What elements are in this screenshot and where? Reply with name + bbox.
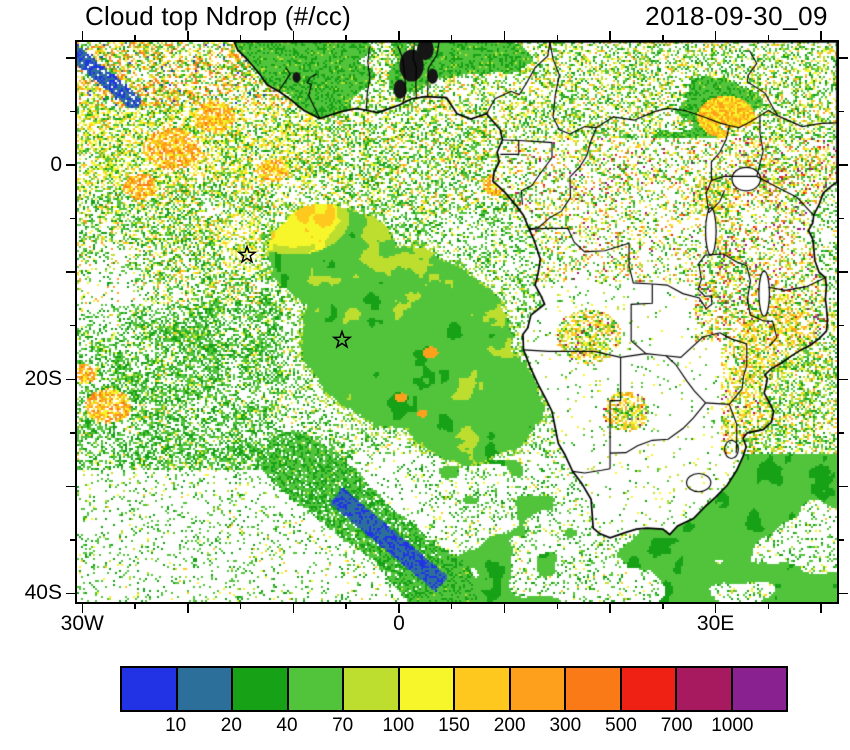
axis-tick	[66, 485, 75, 488]
axis-tick	[839, 271, 848, 273]
colorbar-cell	[566, 668, 622, 710]
axis-tick	[70, 324, 75, 327]
axis-tick	[70, 217, 75, 220]
axis-tick	[345, 604, 347, 609]
axis-tick	[66, 57, 75, 59]
axis-tick	[839, 485, 848, 488]
axis-tick	[662, 35, 664, 40]
station-star-marker	[236, 244, 258, 264]
colorbar-cell	[510, 668, 566, 710]
colorbar-cell	[344, 668, 400, 710]
colorbar-labels: 10 20 40 70 100 150 200 300 500 700 1000	[120, 715, 788, 739]
colorbar-cell	[677, 668, 733, 710]
axis-tick	[66, 271, 75, 273]
axis-tick	[134, 35, 136, 40]
map-canvas	[77, 42, 837, 602]
axis-tick	[839, 57, 848, 59]
axis-tick	[503, 604, 506, 613]
axis-tick	[398, 604, 400, 613]
x-tick-label: 30E	[696, 612, 735, 635]
axis-tick	[839, 539, 844, 541]
plot-timestamp: 2018-09-30_09	[645, 1, 828, 31]
axis-tick	[839, 217, 844, 220]
colorbar-cell	[177, 668, 233, 710]
colorbar-level-label: 40	[276, 715, 298, 736]
colorbar-level-label: 100	[382, 715, 415, 736]
axis-tick	[187, 31, 189, 40]
axis-tick	[66, 164, 75, 166]
x-tick-label: 30W	[60, 612, 104, 635]
axis-tick	[839, 164, 848, 166]
axis-tick	[187, 604, 189, 613]
x-tick-label: 0	[393, 612, 405, 635]
axis-tick	[556, 35, 559, 40]
axis-tick	[609, 604, 611, 613]
colorbar-cell	[288, 668, 344, 710]
axis-tick	[767, 35, 770, 40]
colorbar-level-label: 300	[549, 715, 582, 736]
colorbar-level-label: 70	[332, 715, 354, 736]
star-icon	[331, 328, 353, 349]
axis-tick	[820, 604, 822, 613]
axis-tick	[70, 110, 75, 113]
axis-tick	[66, 592, 75, 595]
y-tick-label: 0	[50, 153, 62, 177]
colorbar-cell	[732, 668, 786, 710]
axis-tick	[556, 604, 559, 609]
colorbar-level-label: 150	[438, 715, 470, 736]
axis-tick	[662, 604, 664, 609]
colorbar-level-label: 1000	[711, 715, 754, 736]
axis-tick	[839, 432, 844, 434]
axis-tick	[70, 539, 75, 541]
axis-tick	[398, 31, 400, 40]
colorbar-level-label: 500	[605, 715, 637, 736]
axis-tick	[239, 604, 242, 609]
axis-tick	[292, 31, 295, 40]
axis-tick	[450, 604, 453, 609]
colorbar-cell	[122, 668, 178, 710]
axis-tick	[714, 31, 717, 40]
axis-tick	[66, 378, 75, 381]
axis-tick	[134, 604, 136, 609]
axis-tick	[503, 31, 506, 40]
axis-tick	[70, 432, 75, 434]
axis-tick	[767, 604, 770, 609]
axis-tick	[450, 35, 453, 40]
axis-tick	[839, 110, 844, 113]
y-tick-label: 20S	[24, 367, 62, 391]
colorbar-level-label: 10	[165, 715, 187, 736]
axis-tick	[714, 604, 717, 613]
axis-tick	[839, 378, 848, 381]
colorbar-level-label: 700	[660, 715, 693, 736]
colorbar-level-label: 20	[220, 715, 242, 736]
map-frame	[75, 40, 839, 604]
colorbar-cell	[455, 668, 511, 710]
axis-tick	[820, 31, 822, 40]
colorbar-level-label: 200	[493, 715, 526, 736]
axis-tick	[839, 324, 844, 327]
colorbar	[120, 666, 788, 712]
y-tick-label: 40S	[24, 581, 62, 605]
axis-tick	[292, 604, 295, 613]
plot-title: Cloud top Ndrop (#/cc)	[85, 1, 351, 31]
axis-tick	[81, 31, 84, 40]
colorbar-cell	[233, 668, 289, 710]
star-icon	[236, 244, 258, 264]
colorbar-cell	[621, 668, 677, 710]
axis-tick	[81, 604, 84, 613]
axis-tick	[839, 592, 848, 595]
colorbar-cell	[399, 668, 455, 710]
axis-tick	[609, 31, 611, 40]
axis-tick	[239, 35, 242, 40]
axis-tick	[345, 35, 347, 40]
station-star-marker	[331, 328, 353, 349]
